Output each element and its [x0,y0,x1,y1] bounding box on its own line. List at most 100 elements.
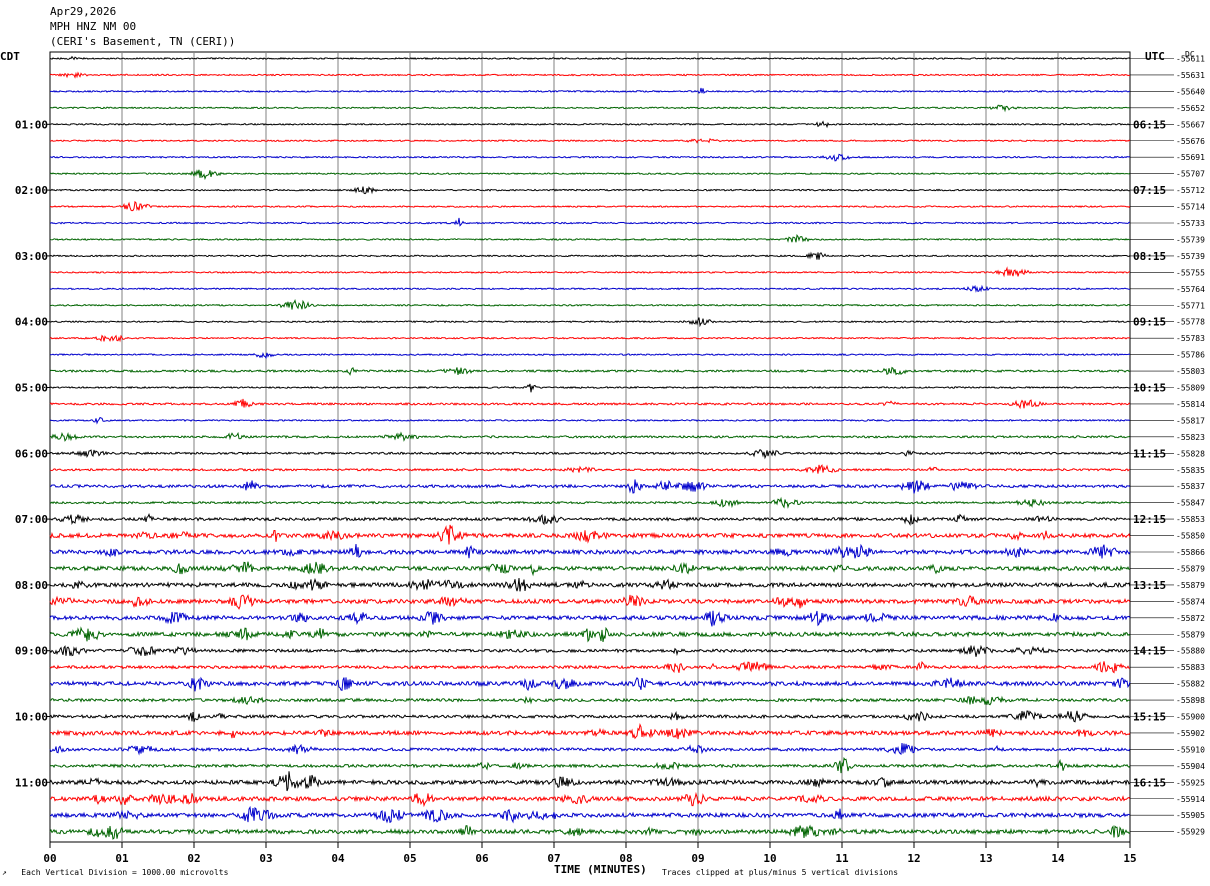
trace-line [49,791,1131,808]
right-hour-label: 12:15 [1133,513,1166,526]
trace-line [49,756,1131,774]
dc-offset-label: -55925 [1176,778,1205,787]
trace-line [49,723,1131,740]
trace-line [49,626,1131,643]
header-station: MPH HNZ NM 00 [50,20,137,33]
plot-frame [49,51,1131,843]
dc-offset-label: -55882 [1176,680,1205,689]
dc-offset-label: -55714 [1176,203,1205,212]
dc-offset-label: -55764 [1176,285,1205,294]
trace-line [49,186,1130,195]
dc-offset-label: -55755 [1176,268,1205,277]
trace-line [49,543,1131,559]
dc-offset-label: -55853 [1176,515,1205,524]
trace-line [49,771,1131,792]
right-hour-label: 08:15 [1133,250,1166,263]
x-tick-label: 06 [475,852,489,865]
dc-offset-label: -55879 [1176,630,1205,639]
left-hour-label: 04:00 [15,316,48,329]
dc-offset-label: -55879 [1176,581,1205,590]
trace-line [49,120,1131,129]
trace-line [49,431,1131,442]
dc-offset-label: -55874 [1176,597,1205,606]
dc-offset-label: -55883 [1176,663,1205,672]
right-hour-label: 11:15 [1133,447,1166,460]
trace-line [49,398,1131,410]
left-hour-label: 06:00 [15,447,48,460]
dc-offset-label: -55739 [1176,235,1205,244]
trace-line [49,805,1131,824]
left-hour-label: 02:00 [15,184,48,197]
trace-line [49,416,1131,425]
trace-line [49,266,1131,278]
x-tick-label: 08 [619,852,632,865]
dc-offset-label: -55631 [1176,71,1205,80]
dc-offset-label: -55823 [1176,433,1205,442]
x-tick-label: 02 [187,852,200,865]
footer-scale-text: Each Vertical Division = 1000.00 microvo… [21,868,229,877]
right-hour-label: 14:15 [1133,645,1166,658]
x-tick-label: 07 [547,852,560,865]
right-hour-label: 13:15 [1133,579,1166,592]
trace-line [49,676,1131,692]
trace-line [49,660,1131,674]
footer-clip-note: Traces clipped at plus/minus 5 vertical … [662,868,899,877]
trace-line [49,524,1131,545]
dc-offset-label: -55828 [1176,449,1205,458]
x-tick-label: 11 [835,852,849,865]
trace-line [50,87,1131,94]
left-hour-label: 05:00 [15,382,48,395]
dc-offset-label: -55786 [1176,351,1205,360]
right-hour-label: 06:15 [1133,118,1166,131]
trace-line [49,577,1131,592]
dc-offset-label: -55712 [1176,186,1205,195]
trace-line [49,169,1131,181]
trace-line [49,644,1131,657]
trace-line [49,561,1131,577]
right-hour-label: 15:15 [1133,711,1166,724]
dc-offset-label: -55733 [1176,219,1205,228]
trace-line [49,351,1131,360]
dc-offset-label: -55809 [1176,384,1205,393]
trace-line [49,594,1131,610]
right-timezone-label: UTC [1145,50,1165,63]
x-tick-label: 12 [907,852,920,865]
x-tick-label: 14 [1051,852,1065,865]
dc-offset-label: -55667 [1176,120,1205,129]
trace-line [49,104,1131,113]
dc-offset-label: -55611 [1176,55,1205,64]
trace-line [49,284,1130,293]
trace-line [49,695,1131,706]
dc-offset-label: -55783 [1176,334,1205,343]
dc-offset-label: -55803 [1176,367,1205,376]
dc-offset-label: -55847 [1176,499,1205,508]
dc-offset-label: -55835 [1176,466,1205,475]
trace-line [49,217,1131,227]
x-tick-label: 05 [403,852,416,865]
left-timezone-label: CDT [0,50,20,63]
dc-offset-label: -55837 [1176,482,1205,491]
dc-offset-label: -55652 [1176,104,1205,113]
dc-offset-label: -55676 [1176,137,1205,146]
dc-offset-label: -55929 [1176,828,1205,837]
trace-line [49,334,1131,343]
trace-line [49,55,1131,61]
header-location: (CERI's Basement, TN (CERI)) [50,35,236,48]
dc-offset-label: -55898 [1176,696,1205,705]
trace-line [49,251,1131,260]
header-date: Apr29,2026 [50,5,117,18]
trace-line [49,153,1131,162]
left-hour-label: 01:00 [15,118,48,131]
trace-line [49,138,1131,144]
dc-offset-label: -55914 [1176,795,1205,804]
left-hour-label: 08:00 [15,579,48,592]
x-tick-label: 09 [691,852,704,865]
x-tick-label: 01 [115,852,129,865]
trace-line [49,383,1131,393]
x-tick-label: 03 [259,852,272,865]
footer-scale-note: ↗ Each Vertical Division = 1000.00 micro… [2,868,229,877]
x-tick-label: 10 [763,852,776,865]
dc-label: DC [1185,50,1195,59]
dc-offset-label: -55771 [1176,301,1205,310]
trace-line [50,512,1131,526]
